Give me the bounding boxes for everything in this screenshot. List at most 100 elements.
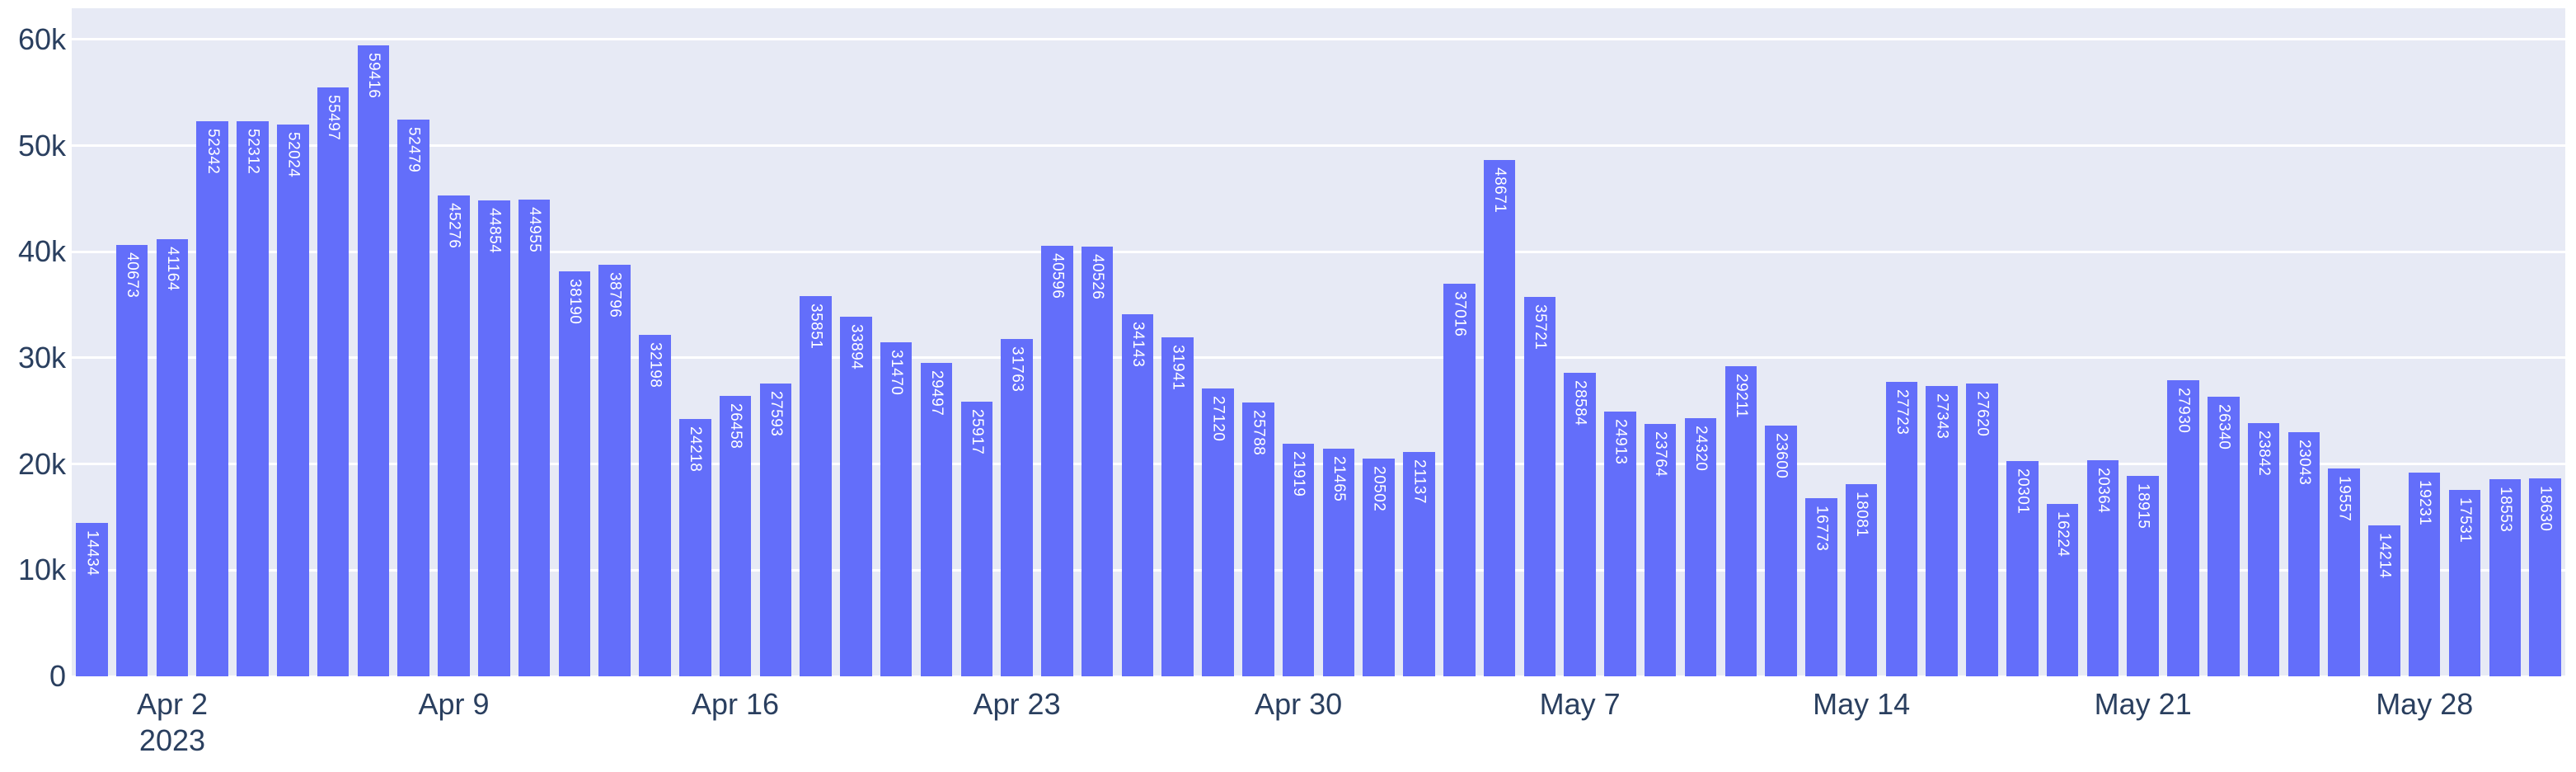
bar[interactable]: 25917 xyxy=(960,401,993,676)
bar[interactable]: 24218 xyxy=(678,419,711,676)
bar[interactable]: 27930 xyxy=(2167,379,2199,676)
bar[interactable]: 18630 xyxy=(2529,478,2561,676)
bar-value-label: 16773 xyxy=(1813,506,1831,552)
bar[interactable]: 23842 xyxy=(2247,423,2280,676)
bar-value-label: 28584 xyxy=(1571,380,1589,426)
bar[interactable]: 19231 xyxy=(2408,472,2441,676)
gridline-10k xyxy=(72,568,2565,572)
bar[interactable]: 23043 xyxy=(2287,431,2320,676)
bar[interactable]: 18553 xyxy=(2489,479,2522,676)
bar[interactable]: 27620 xyxy=(1966,383,1998,676)
bar[interactable]: 14434 xyxy=(76,523,108,676)
bar-value-label: 31763 xyxy=(1008,346,1026,393)
x-tick-label: Apr 16 xyxy=(691,687,780,721)
bar[interactable]: 44955 xyxy=(518,199,551,676)
bar-value-label: 52479 xyxy=(405,126,423,173)
bar[interactable]: 34143 xyxy=(1121,313,1154,676)
bar[interactable]: 55497 xyxy=(317,87,350,676)
bar[interactable]: 24320 xyxy=(1684,418,1717,676)
bar[interactable]: 17531 xyxy=(2448,490,2481,676)
bar[interactable]: 52479 xyxy=(397,119,429,676)
bar[interactable]: 24913 xyxy=(1604,412,1636,676)
bar-value-label: 19557 xyxy=(2335,476,2353,522)
bar[interactable]: 52342 xyxy=(196,120,229,676)
bar[interactable]: 20502 xyxy=(1363,459,1395,676)
bar[interactable]: 21137 xyxy=(1403,452,1435,676)
bar[interactable]: 52312 xyxy=(237,120,269,676)
bar[interactable]: 25788 xyxy=(1242,402,1274,676)
bar[interactable]: 28584 xyxy=(1564,373,1596,676)
bar-value-label: 20502 xyxy=(1370,466,1388,512)
bar-value-label: 20301 xyxy=(2014,468,2032,515)
y-tick-label: 30k xyxy=(17,340,66,374)
gridline-20k xyxy=(72,463,2565,466)
bar[interactable]: 23764 xyxy=(1644,424,1677,676)
bar[interactable]: 40526 xyxy=(1081,246,1114,676)
bar[interactable]: 18081 xyxy=(1845,484,1878,676)
bar-value-label: 27343 xyxy=(1933,393,1951,440)
bar[interactable]: 40596 xyxy=(1041,245,1073,676)
bar[interactable]: 20364 xyxy=(2086,459,2119,676)
bar[interactable]: 27723 xyxy=(1885,382,1918,676)
x-tick-label: Apr 23 xyxy=(973,687,1061,721)
bar[interactable]: 21919 xyxy=(1282,443,1315,676)
bar-value-label: 40596 xyxy=(1049,252,1067,299)
x-tick-label: May 28 xyxy=(2376,687,2474,721)
bar[interactable]: 40673 xyxy=(115,244,148,676)
bar-value-label: 14434 xyxy=(83,530,101,577)
plot-area[interactable]: 14434 40673 41164 52342 52312 52024 55497 59416… xyxy=(72,8,2565,678)
bar-value-label: 23043 xyxy=(2295,439,2313,485)
bar[interactable]: 27343 xyxy=(1926,386,1958,676)
bar[interactable]: 33894 xyxy=(840,316,872,676)
bar[interactable]: 27120 xyxy=(1202,388,1234,676)
bar[interactable]: 37016 xyxy=(1443,283,1476,676)
bar[interactable]: 59416 xyxy=(357,45,390,676)
bar[interactable]: 18915 xyxy=(2127,475,2159,676)
bar-value-label: 21465 xyxy=(1330,455,1348,502)
x-tick-label: Apr 9 xyxy=(418,687,490,721)
bar-value-label: 27120 xyxy=(1209,396,1227,442)
bar-value-label: 52342 xyxy=(204,128,222,174)
bar[interactable]: 35851 xyxy=(800,295,832,676)
bar[interactable]: 29211 xyxy=(1724,366,1757,676)
bar-value-label: 44854 xyxy=(486,207,504,254)
bar[interactable]: 52024 xyxy=(277,124,309,676)
bar[interactable]: 16224 xyxy=(2046,504,2079,676)
bar[interactable]: 29497 xyxy=(920,363,953,676)
bar-value-label: 19231 xyxy=(2416,479,2434,525)
bar-value-label: 52312 xyxy=(244,128,262,175)
bar[interactable]: 26458 xyxy=(719,395,752,676)
bar[interactable]: 20301 xyxy=(2006,460,2039,676)
bar[interactable]: 26340 xyxy=(2208,397,2240,676)
bar-value-label: 44955 xyxy=(526,206,544,252)
bar[interactable]: 38796 xyxy=(598,264,631,676)
bar[interactable]: 41164 xyxy=(156,239,189,676)
bar[interactable]: 14214 xyxy=(2368,525,2400,676)
bar[interactable]: 44854 xyxy=(478,200,510,676)
bar[interactable]: 32198 xyxy=(639,334,671,676)
bar-value-label: 55497 xyxy=(325,94,343,141)
bar[interactable]: 16773 xyxy=(1805,498,1837,676)
bar-value-label: 18915 xyxy=(2134,482,2152,529)
bar[interactable]: 45276 xyxy=(438,195,470,676)
bar[interactable]: 27593 xyxy=(759,383,792,676)
gridline-40k xyxy=(72,250,2565,253)
y-tick-label: 40k xyxy=(17,234,66,269)
bar-value-label: 34143 xyxy=(1128,321,1147,368)
bar[interactable]: 23600 xyxy=(1765,426,1797,676)
bar-value-label: 16224 xyxy=(2054,511,2072,558)
bar[interactable]: 35721 xyxy=(1523,297,1556,676)
bar[interactable]: 19557 xyxy=(2328,468,2360,676)
bar[interactable]: 31941 xyxy=(1161,337,1194,676)
bar-value-label: 27723 xyxy=(1893,389,1911,435)
bar-value-label: 38190 xyxy=(565,278,584,324)
bar[interactable]: 31470 xyxy=(880,342,913,676)
bar-value-label: 31470 xyxy=(888,350,906,396)
bar[interactable]: 31763 xyxy=(1001,339,1033,676)
y-tick-label: 10k xyxy=(17,553,66,587)
bar-value-label: 31941 xyxy=(1169,345,1187,391)
bar[interactable]: 38190 xyxy=(558,271,591,676)
bar[interactable]: 48671 xyxy=(1483,159,1516,676)
bar-value-label: 32198 xyxy=(646,341,664,388)
bar[interactable]: 21465 xyxy=(1322,448,1355,676)
